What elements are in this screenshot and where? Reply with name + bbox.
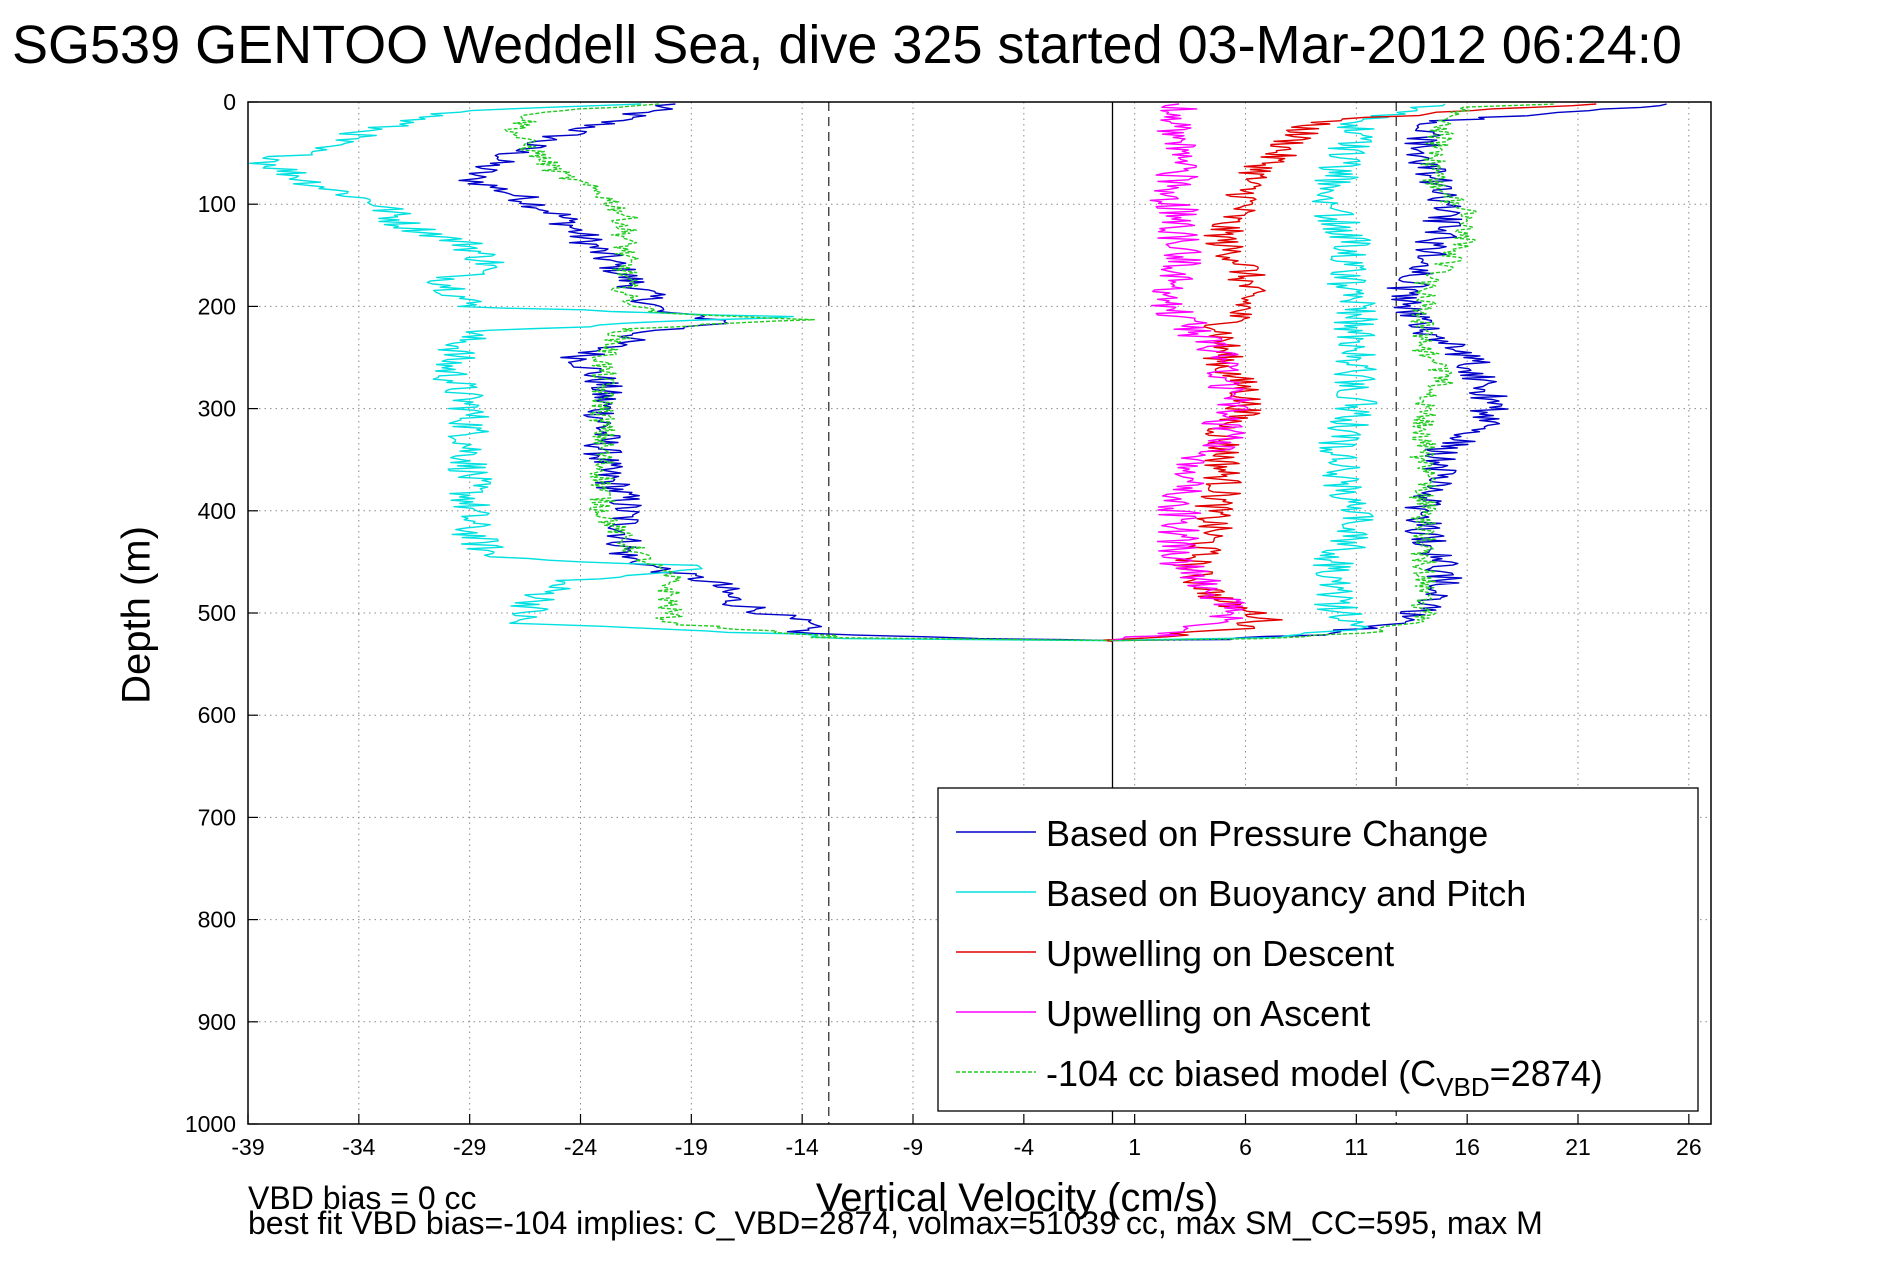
x-tick-label: -34 — [342, 1134, 375, 1160]
x-tick-label: 1 — [1128, 1134, 1141, 1160]
y-axis-label: Depth (m) — [114, 526, 159, 704]
legend: Based on Pressure Change Based on Buoyanc… — [937, 787, 1699, 1112]
x-axis-label: Vertical Velocity (cm/s) — [815, 1176, 1219, 1220]
y-tick-label: 600 — [198, 702, 236, 728]
chart-title: SG539 GENTOO Weddell Sea, dive 325 start… — [12, 15, 1682, 75]
x-tick-label: -24 — [564, 1134, 597, 1160]
y-tick-label: 500 — [198, 600, 236, 626]
y-tick-label: 700 — [198, 804, 236, 830]
legend-label: Based on Pressure Change — [1046, 813, 1488, 854]
series-lines — [249, 103, 1667, 643]
series-line-5 — [504, 103, 1556, 642]
x-tick-label: -9 — [903, 1134, 923, 1160]
legend-label: Upwelling on Ascent — [1046, 993, 1370, 1034]
x-tick-label: 21 — [1565, 1134, 1591, 1160]
footer-vbd-bias: VBD bias = 0 cc — [248, 1180, 477, 1216]
legend-label: Upwelling on Descent — [1046, 933, 1394, 974]
legend-box — [937, 787, 1699, 1112]
y-tick-label: 400 — [198, 498, 236, 524]
y-tick-label: 1000 — [185, 1111, 236, 1137]
y-tick-label: 0 — [223, 89, 236, 115]
series-line-4 — [1109, 103, 1250, 642]
legend-label: Based on Buoyancy and Pitch — [1046, 873, 1526, 914]
y-tick-label: 800 — [198, 907, 236, 933]
x-tick-label: 26 — [1676, 1134, 1702, 1160]
y-tick-label: 900 — [198, 1009, 236, 1035]
y-tick-label: 200 — [198, 293, 236, 319]
series-line-3 — [1103, 103, 1597, 643]
x-tick-label: 11 — [1344, 1134, 1368, 1160]
x-tick-label: -4 — [1014, 1134, 1035, 1160]
x-tick-label: -29 — [453, 1134, 486, 1160]
y-tick-label: 100 — [198, 191, 236, 217]
series-line-2 — [249, 103, 1446, 642]
x-tick-label: -39 — [231, 1134, 264, 1160]
legend-label: -104 cc biased model (CVBD=2874) — [1046, 1053, 1603, 1102]
x-tick-label: -19 — [675, 1134, 708, 1160]
axis-ticks: -39 -34 -29 -24 -19 -14 -9 -4 1 6 11 16 21 2601002003… — [185, 89, 1702, 1160]
x-tick-label: 16 — [1454, 1134, 1480, 1160]
x-tick-label: -14 — [786, 1134, 819, 1160]
y-tick-label: 300 — [198, 396, 236, 422]
x-tick-label: 6 — [1239, 1134, 1252, 1160]
footer-best-fit: best fit VBD bias=-104 implies: C_VBD=28… — [248, 1205, 1543, 1241]
